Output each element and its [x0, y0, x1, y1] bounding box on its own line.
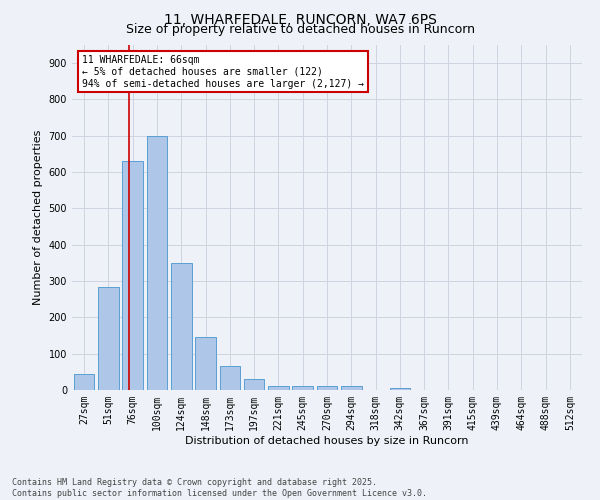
Bar	[268, 386, 289, 390]
Bar	[195, 338, 216, 390]
Bar	[171, 263, 191, 390]
Bar	[98, 286, 119, 390]
Text: Size of property relative to detached houses in Runcorn: Size of property relative to detached ho…	[125, 22, 475, 36]
Bar	[74, 374, 94, 390]
Bar	[122, 161, 143, 390]
Bar	[220, 366, 240, 390]
Bar	[317, 386, 337, 390]
Bar	[389, 388, 410, 390]
Text: 11 WHARFEDALE: 66sqm
← 5% of detached houses are smaller (122)
94% of semi-detac: 11 WHARFEDALE: 66sqm ← 5% of detached ho…	[82, 56, 364, 88]
Text: Contains HM Land Registry data © Crown copyright and database right 2025.
Contai: Contains HM Land Registry data © Crown c…	[12, 478, 427, 498]
Bar	[292, 386, 313, 390]
Text: 11, WHARFEDALE, RUNCORN, WA7 6PS: 11, WHARFEDALE, RUNCORN, WA7 6PS	[164, 12, 436, 26]
Bar	[146, 136, 167, 390]
Bar	[244, 379, 265, 390]
Y-axis label: Number of detached properties: Number of detached properties	[33, 130, 43, 305]
X-axis label: Distribution of detached houses by size in Runcorn: Distribution of detached houses by size …	[185, 436, 469, 446]
Bar	[341, 386, 362, 390]
